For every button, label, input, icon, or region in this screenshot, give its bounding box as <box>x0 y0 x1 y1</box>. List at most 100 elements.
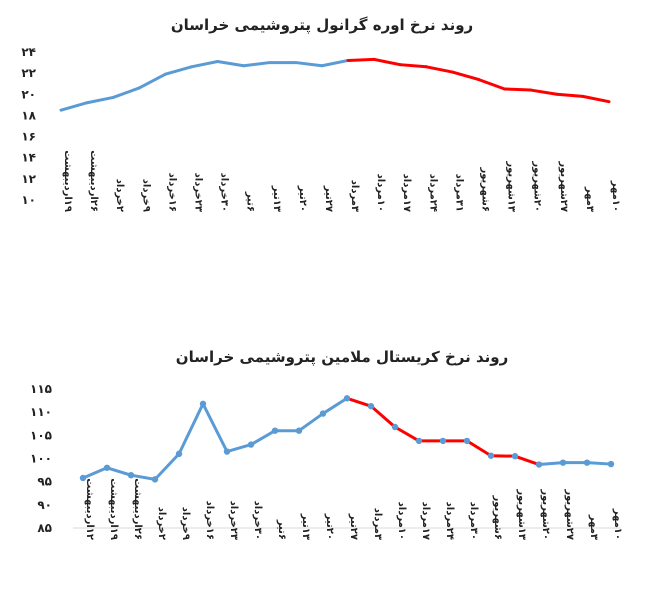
melamine-x-tick-label: ۱۷مرداد <box>420 502 431 540</box>
melamine-x-tick-label: ۳۰خرداد <box>252 501 263 540</box>
urea-line-segment <box>320 58 350 68</box>
urea-x-tick-label: ۲۷تیر <box>323 185 334 212</box>
melamine-y-tick-label: ۸۵ <box>37 521 52 535</box>
urea-y-tick-label: ۱۰ <box>21 193 36 207</box>
melamine-x-tick-label: ۱۳شهریور <box>516 488 527 540</box>
melamine-line-segment <box>513 454 541 467</box>
melamine-data-point <box>175 450 183 458</box>
melamine-x-tick-label: ۶شهریور <box>492 494 503 540</box>
urea-x-tick-label: ۳۱مرداد <box>453 174 464 212</box>
urea-x-tick-label: ۲۳خرداد <box>192 173 203 212</box>
urea-x-tick-label: ۱۰مهر <box>610 180 621 212</box>
urea-y-tick-label: ۱۸ <box>21 108 36 122</box>
melamine-x-tick-label: ۳۰مرداد <box>468 502 479 540</box>
urea-y-tick-label: ۲۴ <box>21 45 36 59</box>
melamine-line-segment <box>225 443 253 454</box>
melamine-data-point <box>463 437 471 445</box>
urea-line-segment <box>137 72 167 90</box>
urea-x-tick-label: ۱۹اردیبهشت <box>62 150 73 212</box>
urea-x-tick-label: ۹خرداد <box>140 179 151 212</box>
urea-line-segment <box>294 61 324 68</box>
melamine-line-segment <box>369 404 397 429</box>
melamine-line-segment <box>249 429 277 447</box>
urea-y-tick-label: ۱۲ <box>21 172 36 186</box>
melamine-data-point <box>79 474 87 482</box>
melamine-x-tick-label: ۲۴مرداد <box>444 502 455 540</box>
urea-x-tick-label: ۲۶اردیبهشت <box>88 150 99 212</box>
melamine-line-segment <box>537 461 565 467</box>
melamine-y-tick-label: ۹۵ <box>37 475 52 489</box>
urea-line-segment <box>242 61 272 68</box>
melamine-x-tick-label: ۲۰شهریور <box>540 488 551 540</box>
urea-line-segment <box>189 60 220 69</box>
urea-x-tick-label: ۲۰تیر <box>297 185 308 212</box>
melamine-line-segment <box>345 396 373 408</box>
urea-y-tick-label: ۲۲ <box>21 66 36 80</box>
urea-line-segment <box>85 95 115 105</box>
melamine-line-segment <box>297 412 325 433</box>
melamine-y-tick-label: ۹۰ <box>37 498 52 512</box>
melamine-data-point <box>295 427 303 434</box>
urea-x-tick-label: ۱۰مرداد <box>375 174 386 212</box>
urea-chart-title: روند نرخ اوره گرانول پتروشیمی خراسان <box>171 16 473 35</box>
melamine-chart-title: روند نرخ کریستال ملامین پتروشیمی خراسان <box>176 348 508 367</box>
melamine-data-point <box>583 459 591 466</box>
urea-x-tick-label: ۲۰شهریور <box>532 160 543 212</box>
melamine-line-segment <box>201 402 229 454</box>
urea-line-segment <box>346 57 376 62</box>
melamine-data-point <box>151 476 159 483</box>
melamine-data-point <box>223 448 231 455</box>
urea-y-tick-label: ۲۰ <box>21 87 36 101</box>
urea-x-tick-label: ۲خرداد <box>114 179 125 212</box>
melamine-data-point <box>103 464 111 471</box>
urea-line-segment <box>398 63 428 69</box>
melamine-data-point <box>271 427 279 434</box>
urea-line-segment <box>111 86 141 99</box>
melamine-x-tick-label: ۶تیر <box>276 519 287 540</box>
melamine-data-point <box>247 441 255 448</box>
melamine-data-point <box>607 460 615 468</box>
melamine-x-tick-label: ۱۰مهر <box>612 508 623 540</box>
melamine-data-point <box>367 402 375 410</box>
urea-x-tick-label: ۱۳شهریور <box>506 160 517 212</box>
melamine-data-point <box>439 437 447 445</box>
melamine-data-point <box>487 452 495 459</box>
melamine-line-segment <box>105 466 133 477</box>
urea-line-segment <box>555 92 585 98</box>
urea-line-segment <box>503 87 533 92</box>
melamine-line-segment <box>153 452 181 481</box>
melamine-line-segment <box>177 402 205 456</box>
melamine-data-point <box>391 423 399 431</box>
melamine-x-tick-label: ۲خرداد <box>156 507 167 540</box>
melamine-line-segment <box>129 473 157 481</box>
urea-x-tick-label: ۲۴مرداد <box>427 174 438 212</box>
melamine-x-tick-label: ۲۳خرداد <box>228 501 239 540</box>
urea-line-segment <box>450 70 481 81</box>
urea-x-tick-label: ۱۷مرداد <box>401 174 412 212</box>
urea-line-segment <box>372 57 402 67</box>
urea-y-tick-label: ۱۶ <box>21 130 36 144</box>
urea-line-segment <box>529 88 559 96</box>
melamine-line-segment <box>393 425 421 443</box>
melamine-x-tick-label: ۲۶اردیبهشت <box>132 478 143 540</box>
melamine-y-tick-label: ۱۰۵ <box>30 428 52 442</box>
melamine-data-point <box>511 452 519 460</box>
urea-x-tick-label: ۳مهر <box>584 186 595 212</box>
melamine-y-tick-label: ۱۱۰ <box>30 405 52 419</box>
melamine-x-tick-label: ۲۷تیر <box>348 513 359 540</box>
melamine-data-point <box>319 410 327 417</box>
melamine-x-tick-label: ۱۲اردیبهشت <box>84 478 95 540</box>
melamine-y-tick-label: ۱۰۰ <box>30 452 52 466</box>
melamine-data-point <box>127 471 135 479</box>
melamine-line-segment <box>465 439 493 458</box>
melamine-data-point <box>199 400 207 408</box>
melamine-chart: روند نرخ کریستال ملامین پتروشیمی خراسان … <box>30 348 623 540</box>
melamine-x-tick-label: ۲۰تیر <box>324 513 335 540</box>
melamine-data-point <box>343 395 351 402</box>
melamine-x-tick-label: ۳مرداد <box>372 508 383 540</box>
urea-line-segment <box>59 101 89 112</box>
melamine-line-segment <box>585 461 613 466</box>
melamine-x-tick-label: ۳مهر <box>588 514 599 540</box>
melamine-x-tick-label: ۱۶خرداد <box>204 501 215 540</box>
